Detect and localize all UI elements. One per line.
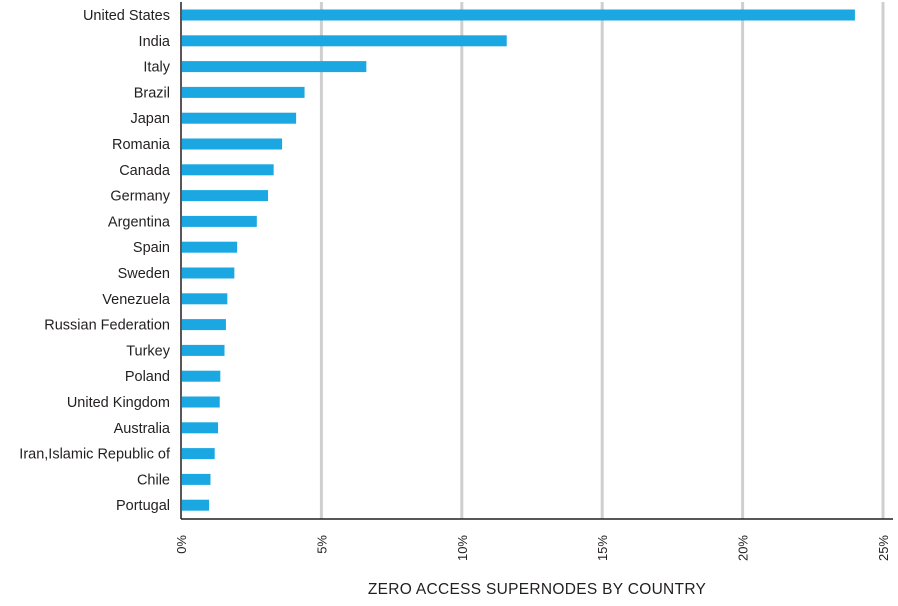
bar-japan xyxy=(182,112,297,124)
bar-venezuela xyxy=(182,293,228,305)
category-label: Portugal xyxy=(116,498,170,514)
category-label: Turkey xyxy=(126,343,171,359)
category-label: Brazil xyxy=(134,85,170,101)
category-label: United States xyxy=(83,8,170,24)
bar-iran-islamic-republic-of xyxy=(182,448,215,460)
bar-united-states xyxy=(182,9,855,21)
category-label: Iran,Islamic Republic of xyxy=(19,447,171,463)
bar-romania xyxy=(182,138,283,150)
bar-russian-federation xyxy=(182,319,226,331)
category-label: Russian Federation xyxy=(44,318,170,334)
bar-poland xyxy=(182,370,221,382)
bar-sweden xyxy=(182,267,235,279)
category-label: United Kingdom xyxy=(67,395,170,411)
gridlines xyxy=(319,2,885,519)
category-label: Italy xyxy=(143,60,170,76)
x-axis-title: ZERO ACCESS SUPERNODES BY COUNTRY xyxy=(368,581,706,598)
x-tick-labels: 0% 5% 10% 15% 20% 25% xyxy=(174,535,891,561)
bar-australia xyxy=(182,422,219,434)
x-tick-label: 10% xyxy=(455,535,470,561)
bar-portugal xyxy=(182,499,210,511)
category-labels: United States India Italy Brazil Japan Romani… xyxy=(19,8,171,514)
category-label: India xyxy=(139,34,171,50)
bar-brazil xyxy=(182,86,305,98)
bar-argentina xyxy=(182,215,257,227)
category-label: Venezuela xyxy=(102,292,171,308)
bar-turkey xyxy=(182,344,225,356)
category-label: Spain xyxy=(133,240,170,256)
bar-canada xyxy=(182,164,274,176)
bar-united-kingdom xyxy=(182,396,220,408)
bar-germany xyxy=(182,190,269,202)
bar-spain xyxy=(182,241,238,253)
category-label: Australia xyxy=(114,421,171,437)
category-label: Canada xyxy=(119,163,171,179)
category-label: Romania xyxy=(112,137,171,153)
x-tick-label: 25% xyxy=(876,535,891,561)
x-tick-label: 20% xyxy=(736,535,751,561)
x-tick-label: 15% xyxy=(595,535,610,561)
bar-italy xyxy=(182,61,367,73)
bar-india xyxy=(182,35,507,47)
x-tick-label: 0% xyxy=(174,535,189,554)
bars xyxy=(182,9,855,511)
category-label: Argentina xyxy=(108,214,171,230)
bar-chile xyxy=(182,473,211,485)
category-label: Chile xyxy=(137,472,170,488)
category-label: Germany xyxy=(110,189,170,205)
axes xyxy=(180,2,893,520)
x-tick-label: 5% xyxy=(314,535,329,554)
category-label: Japan xyxy=(130,111,170,127)
category-label: Sweden xyxy=(118,266,170,282)
category-label: Poland xyxy=(125,369,170,385)
